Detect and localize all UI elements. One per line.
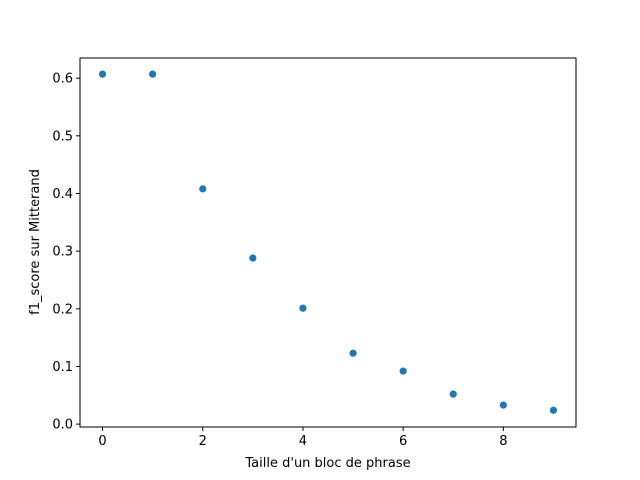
y-tick-label: 0.6 [52, 72, 73, 87]
x-tick-label: 0 [98, 434, 106, 449]
data-point [449, 390, 457, 398]
y-tick-label: 0.4 [52, 187, 73, 202]
data-point [549, 406, 558, 414]
x-tick-label: 8 [499, 434, 507, 449]
data-point [299, 304, 307, 312]
axes-frame [79, 57, 577, 428]
data-point [199, 185, 207, 193]
data-point [499, 401, 507, 409]
data-point [349, 349, 357, 357]
y-axis-ticks: 0.0 0.1 0.2 0.3 0.4 0.5 0.6 [52, 72, 80, 433]
y-tick-label: 0.3 [52, 245, 73, 260]
x-tick-label: 4 [299, 434, 307, 449]
data-point [98, 70, 107, 78]
x-axis-label: Taille d'un bloc de phrase [244, 456, 410, 471]
data-point [399, 367, 407, 375]
y-tick-label: 0.2 [52, 302, 73, 317]
y-tick-label: 0.5 [52, 129, 73, 144]
x-tick-label: 2 [199, 434, 207, 449]
x-axis-ticks: 0 2 4 6 8 [98, 427, 507, 449]
x-tick-label: 6 [399, 434, 407, 449]
plot-area [79, 57, 577, 428]
data-points [98, 70, 558, 414]
y-tick-label: 0.1 [52, 360, 73, 375]
data-point [149, 70, 157, 78]
y-tick-label: 0.0 [52, 418, 73, 433]
data-point [249, 254, 257, 262]
y-axis-label: f1_score sur Mitterand [28, 169, 43, 315]
